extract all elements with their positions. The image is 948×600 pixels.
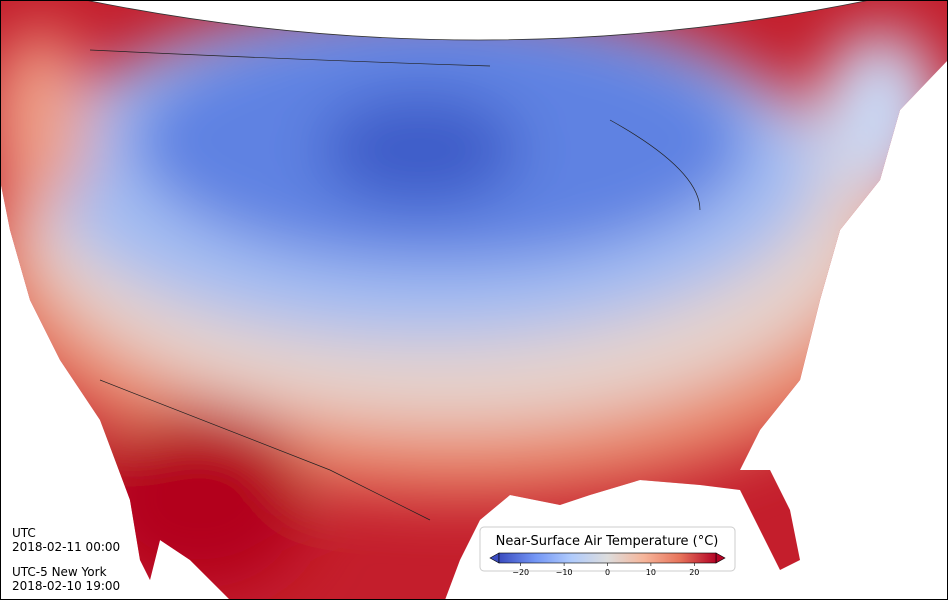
utc-label: UTC: [12, 526, 36, 540]
coastline: [84, 0, 871, 41]
local-time: 2018-02-10 19:00: [12, 579, 120, 593]
border-lines: [89, 49, 701, 521]
colorbar-tick-label: 0: [605, 568, 610, 577]
local-label: UTC-5 New York: [12, 565, 107, 579]
colorbar-tick-label: −20: [512, 568, 529, 577]
utc-time: 2018-02-11 00:00: [12, 540, 120, 554]
colorbar-tick-label: 10: [646, 568, 656, 577]
colorbar-tick-label: 20: [689, 568, 699, 577]
colorbar: −20 −10 0 10 20: [489, 552, 726, 577]
colorbar-tick-label: −10: [556, 568, 573, 577]
colorbar-title: Near-Surface Air Temperature (°C): [496, 534, 719, 549]
colorbar-ramp: [498, 552, 717, 564]
